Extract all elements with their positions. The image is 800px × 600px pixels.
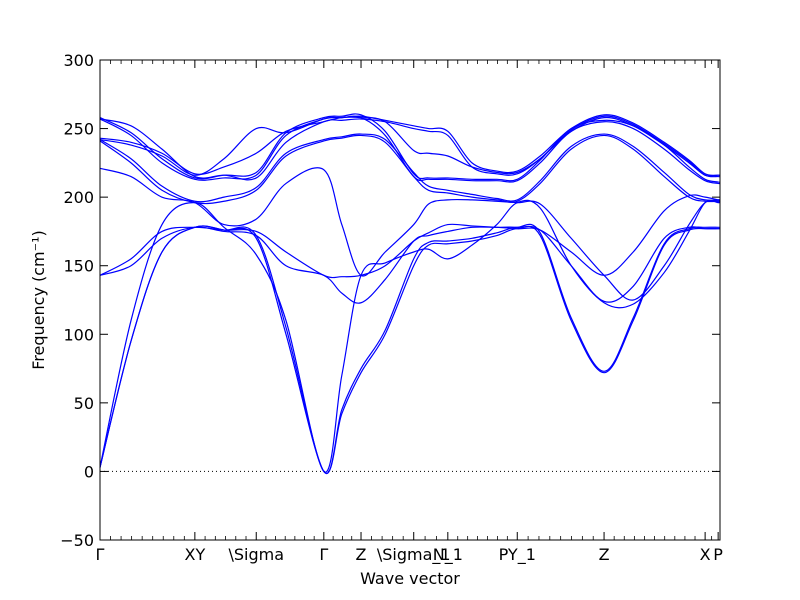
high-symmetry-label: PY_1 [499,545,536,565]
band-line-8 [99,133,721,203]
y-tick-label: 0 [84,462,94,481]
band-line-4 [99,225,721,304]
high-symmetry-label: Z [356,545,367,564]
band-line-11 [99,116,721,177]
band-line-12 [99,114,721,176]
high-symmetry-label: XY [184,545,205,564]
band-line-6 [99,167,721,301]
band-line-5 [99,194,721,279]
y-axis-label: Frequency (cm⁻¹) [29,230,48,369]
high-symmetry-label: Γ [96,545,105,564]
high-symmetry-label: \Sigma_1 [377,545,451,565]
high-symmetry-label: P [713,545,723,564]
band-line-9 [99,115,721,185]
high-symmetry-label: X [700,545,711,564]
y-tick-label: 150 [63,257,94,276]
high-symmetry-label: N_1 [433,545,463,565]
y-tick-label: 50 [74,394,94,413]
high-symmetry-label: Z [599,545,610,564]
high-symmetry-label: Γ [319,545,328,564]
plot-background [100,60,720,540]
y-tick-label: 100 [63,325,94,344]
y-tick-label: −50 [60,531,94,550]
y-tick-label: 300 [63,51,94,70]
high-symmetry-label: \Sigma [228,545,284,564]
y-tick-label: 200 [63,188,94,207]
band-line-13 [99,115,721,181]
plot-frame [99,59,721,541]
x-axis-label: Wave vector [360,569,460,588]
y-tick-label: 250 [63,120,94,139]
band-line-7 [99,134,721,205]
